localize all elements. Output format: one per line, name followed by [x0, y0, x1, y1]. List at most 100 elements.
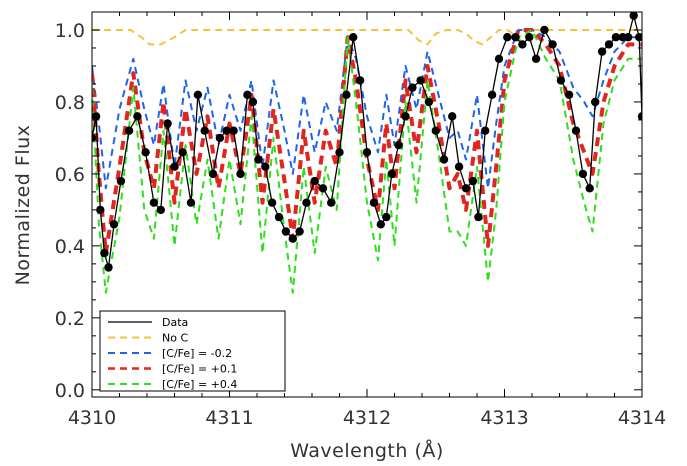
data-point [494, 54, 504, 63]
data-point [416, 76, 425, 85]
data-point [571, 126, 581, 135]
x-tick-label-4: 4314 [618, 407, 666, 429]
data-point [474, 212, 483, 222]
data-point [540, 25, 549, 35]
data-point [163, 119, 172, 128]
data-point [635, 33, 642, 42]
data-point [556, 76, 566, 85]
data-point [327, 198, 336, 207]
data-point [104, 263, 113, 272]
data-point [281, 227, 291, 236]
x-tick-label-2: 4312 [343, 407, 391, 429]
x-axis-label: Wavelength (Å) [290, 439, 444, 462]
data-point [215, 133, 225, 143]
data-point [585, 184, 594, 193]
series-line-c-fe-0-1 [92, 28, 642, 256]
data-point [525, 33, 534, 42]
data-point [604, 40, 614, 49]
data-point [481, 126, 490, 135]
data-point [387, 169, 396, 179]
data-point [156, 205, 165, 215]
x-tick-label-3: 4313 [480, 407, 528, 429]
data-point [624, 33, 633, 42]
legend-label-data: Data [162, 316, 188, 329]
data-point [611, 33, 621, 42]
x-tick-label-0: 4310 [68, 407, 116, 429]
data-point [335, 148, 344, 157]
legend-label-c-fe-0-4: [C/Fe] = +0.4 [162, 378, 237, 391]
data-point [109, 220, 119, 229]
legend: Data No C [C/Fe] = -0.2 [C/Fe] = +0.1 [C/Fe]… [99, 310, 286, 392]
data-point [362, 148, 372, 157]
data-point [369, 198, 379, 207]
data-point [141, 148, 150, 157]
data-point [382, 212, 391, 222]
series-line-c-fe-0-2 [92, 29, 642, 190]
axis-ticks [91, 12, 643, 397]
data-point [222, 126, 231, 135]
data-point [349, 33, 358, 42]
data-point [591, 97, 600, 107]
series-line-c-fe-0-4 [92, 29, 642, 294]
data-point [193, 90, 203, 100]
data-point [629, 12, 638, 20]
data-point [431, 126, 440, 135]
y-tick-label-5: 1.0 [55, 20, 85, 42]
data-point [124, 126, 134, 135]
y-tick-label-0: 0.0 [55, 380, 85, 402]
data-point [302, 198, 311, 207]
data-point [92, 112, 101, 121]
data-point [448, 112, 457, 121]
data-point [401, 112, 410, 121]
data-point [424, 97, 434, 107]
data-point [96, 205, 105, 215]
legend-label-no-c: No C [162, 332, 188, 345]
data-point [439, 155, 449, 164]
data-point [208, 169, 218, 179]
data-point [229, 126, 238, 135]
data-point [236, 169, 245, 179]
data-point [261, 162, 270, 171]
legend-label-c-fe-0-2: [C/Fe] = -0.2 [162, 347, 232, 360]
data-point [133, 112, 142, 121]
data-point [200, 126, 209, 135]
data-point [295, 227, 304, 236]
data-point [597, 47, 607, 56]
data-point [100, 248, 109, 258]
data-point [564, 90, 574, 100]
legend-box [99, 310, 286, 392]
data-point [149, 198, 159, 207]
data-point [116, 176, 126, 186]
legend-entries: Data No C [C/Fe] = -0.2 [C/Fe] = +0.1 [C/Fe]… [108, 316, 237, 391]
data-point [637, 112, 642, 121]
data-point [376, 220, 385, 229]
data-point [170, 162, 179, 171]
y-tick-label-1: 0.2 [55, 308, 85, 330]
data-point [243, 90, 252, 100]
data-point [503, 33, 512, 42]
data-point [511, 33, 520, 42]
y-tick-label-2: 0.4 [55, 236, 85, 258]
y-axis-label: Normalized Flux [12, 125, 34, 286]
data-point [518, 40, 527, 49]
y-tick-label-3: 0.6 [55, 164, 85, 186]
data-point [454, 162, 464, 171]
data-point [310, 176, 319, 186]
data-point [318, 184, 328, 193]
x-tick-label-1: 4311 [205, 407, 253, 429]
y-tick-label-4: 0.8 [55, 92, 85, 114]
data-point [487, 90, 497, 100]
data-point [178, 148, 187, 157]
data-point [531, 54, 541, 63]
axis-tick-labels: 4310 4311 4312 4313 4314 0.0 0.2 0.4 0.6 0.8 1.0 [55, 20, 666, 429]
data-point [254, 155, 263, 164]
data-point [408, 83, 417, 92]
series-layer [92, 12, 642, 294]
data-point [394, 140, 403, 150]
data-point [355, 76, 365, 85]
data-point [578, 169, 588, 179]
data-point [186, 198, 196, 207]
data-point [274, 212, 284, 222]
data-point [342, 90, 351, 100]
